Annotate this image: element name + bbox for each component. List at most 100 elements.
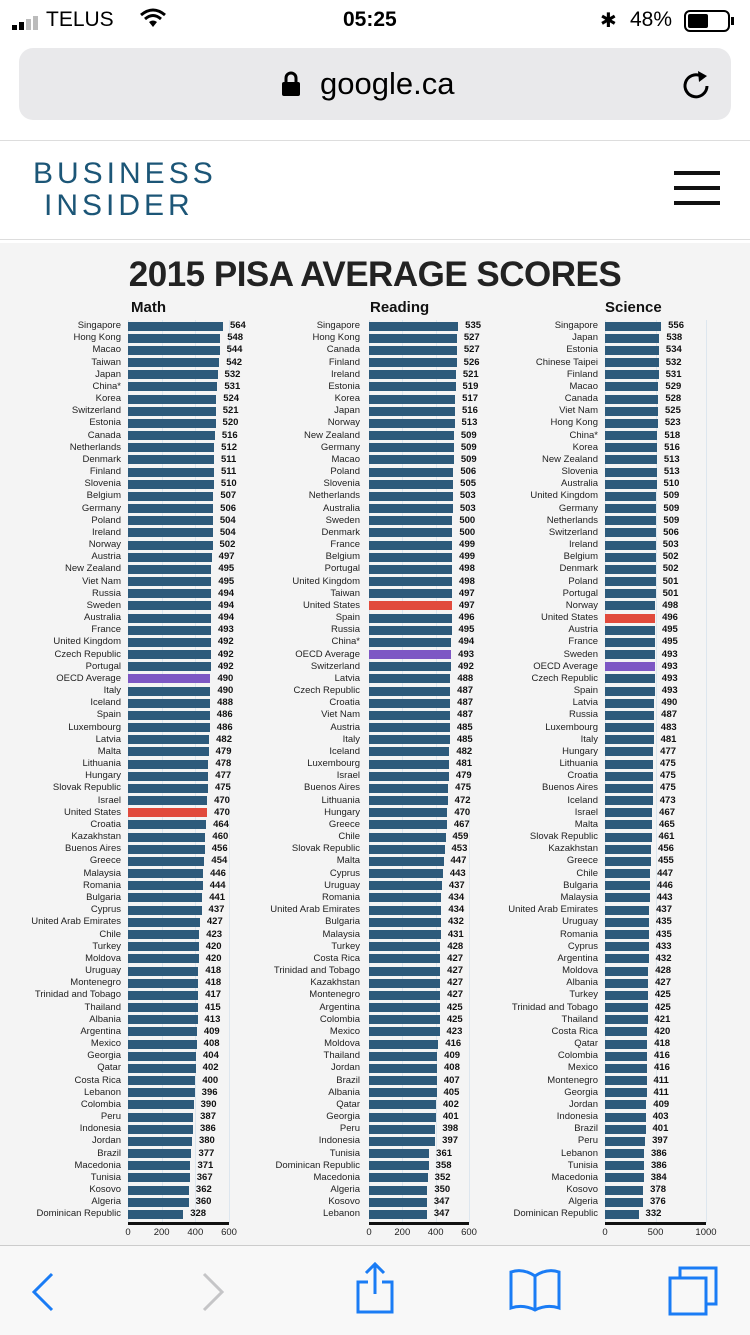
bar-value: 420: [205, 952, 222, 964]
bar-label: Austria: [91, 551, 121, 563]
bar-value: 509: [663, 490, 680, 502]
gridline: [605, 320, 606, 1223]
bar: [605, 1088, 647, 1098]
bar-value: 418: [654, 1038, 671, 1050]
bar-label: Latvia: [334, 672, 360, 684]
forward-icon[interactable]: [200, 1272, 226, 1317]
bar: [369, 637, 452, 647]
bar-label: Dominican Republic: [36, 1208, 121, 1220]
bar: [369, 942, 441, 952]
logo-line2[interactable]: INSIDER: [44, 189, 194, 222]
x-axis-line: [128, 1221, 229, 1225]
bar-value: 402: [443, 1098, 459, 1110]
bar-value: 396: [201, 1086, 218, 1098]
address-bar[interactable]: google.ca: [19, 48, 731, 120]
bar-label: Viet Nam: [559, 405, 598, 417]
bar-label: Moldova: [562, 965, 598, 976]
bookmarks-icon[interactable]: [508, 1268, 562, 1317]
bar-value: 500: [459, 514, 476, 526]
bar-label: France: [91, 624, 121, 636]
bar: [128, 759, 209, 769]
bar-label: Lebanon: [84, 1086, 121, 1098]
logo-line1[interactable]: BUSINESS: [33, 157, 217, 190]
bar-label: New Zealand: [542, 453, 598, 465]
bar-label: Mexico: [90, 1038, 121, 1050]
bar-label: United Kingdom: [530, 490, 598, 502]
bar-value: 521: [222, 405, 239, 417]
bar: [605, 1003, 648, 1013]
bar-label: Hungary: [562, 745, 598, 757]
back-icon[interactable]: [30, 1272, 56, 1317]
bar-label: Viet Nam: [321, 709, 360, 721]
bar-label: United Arab Emirates: [508, 904, 598, 916]
bar-value: 423: [446, 1025, 463, 1037]
bar-value: 427: [655, 977, 671, 989]
bar-label: Uruguay: [562, 916, 598, 928]
bar-value: 434: [448, 891, 465, 903]
bar-value: 456: [658, 843, 674, 855]
bar-label: Cyprus: [329, 867, 360, 879]
bar-label: United States: [302, 599, 360, 611]
gridline: [402, 320, 404, 1223]
bar-label: New Zealand: [304, 429, 360, 441]
bar: [605, 1161, 644, 1171]
bar-value: 378: [650, 1184, 667, 1196]
share-icon[interactable]: [355, 1261, 395, 1319]
bar: [369, 1015, 440, 1025]
bar-value: 361: [436, 1147, 453, 1159]
bar-value: 497: [458, 599, 475, 611]
bar-label: Tunisia: [567, 1159, 598, 1171]
bar-label: Luxembourg: [307, 758, 360, 770]
bar: [128, 504, 214, 514]
bar-label: Costa Rica: [551, 1025, 598, 1037]
bar-value: 470: [214, 806, 230, 818]
bar-label: Montenegro: [309, 989, 360, 1001]
bar-label: Argentina: [557, 952, 598, 964]
bar: [369, 856, 444, 866]
bar: [605, 844, 652, 854]
bar: [605, 528, 657, 538]
bar-label: Turkey: [331, 940, 360, 952]
bar: [605, 1112, 646, 1122]
bar: [605, 491, 657, 501]
bar-label: Russia: [568, 709, 598, 721]
bar: [128, 333, 221, 343]
bar: [128, 856, 205, 866]
bar-value: 411: [653, 1074, 669, 1086]
bar-united-states: [369, 601, 452, 611]
bar: [128, 698, 211, 708]
tabs-icon[interactable]: [668, 1266, 720, 1321]
bar-value: 511: [221, 453, 237, 465]
menu-icon[interactable]: [674, 171, 720, 212]
bar: [369, 783, 449, 793]
bar-value: 332: [645, 1208, 662, 1220]
bar: [369, 917, 441, 927]
bar-value: 493: [661, 672, 678, 684]
reload-icon[interactable]: [681, 70, 713, 107]
bar-label: Australia: [323, 502, 360, 514]
bar-value: 425: [654, 989, 671, 1001]
bar-label: Dominican Republic: [513, 1208, 598, 1220]
bar-value: 493: [458, 648, 475, 660]
site-header: BUSINESS INSIDER: [0, 140, 750, 240]
bar-value: 402: [202, 1062, 219, 1074]
bar: [128, 479, 214, 489]
bar-value: 490: [661, 697, 678, 709]
url-text[interactable]: google.ca: [320, 66, 455, 101]
bar: [128, 1063, 196, 1073]
bar: [369, 1161, 429, 1171]
bar-label: Switzerland: [71, 405, 121, 417]
bar-label: Macedonia: [313, 1171, 360, 1183]
bar: [605, 1039, 648, 1049]
bar-label: Kazakhstan: [548, 843, 598, 855]
bar-value: 420: [654, 1025, 671, 1037]
bar-label: Greece: [566, 855, 598, 867]
bar: [369, 930, 441, 939]
bar-label: Australia: [561, 478, 598, 490]
x-tick-label: 400: [427, 1227, 444, 1238]
bar: [369, 467, 454, 477]
bar: [128, 528, 213, 538]
bar-value: 487: [457, 697, 474, 709]
bar: [605, 637, 655, 647]
bar-value: 507: [220, 490, 237, 502]
